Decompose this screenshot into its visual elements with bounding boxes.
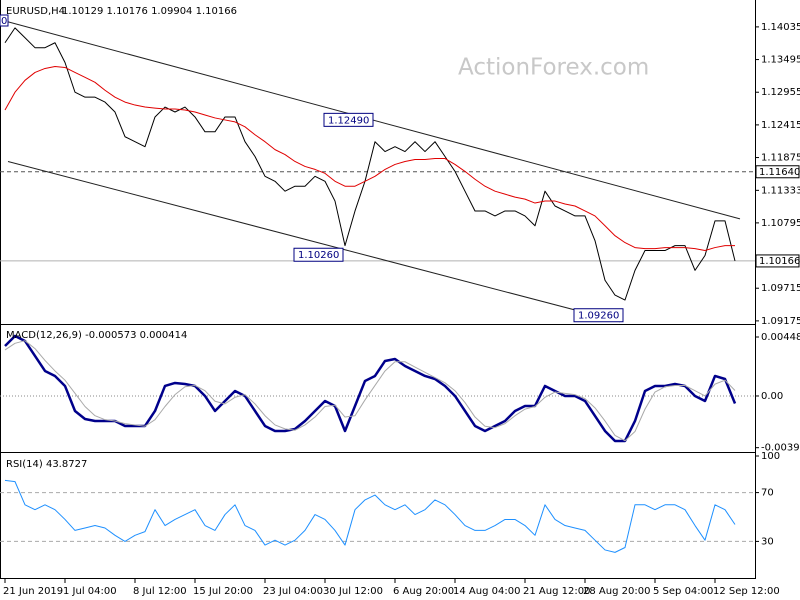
y-tick-label: -0.003928 <box>761 443 800 454</box>
quote: 1.10129 1.10176 1.09904 1.10166 <box>62 6 237 17</box>
watermark: ActionForex.com <box>458 55 649 81</box>
y-tick-label: 70 <box>761 488 774 499</box>
x-tick-label: 21 Jun 2019 <box>3 586 63 597</box>
y-tick-label: 1.12415 <box>761 120 800 131</box>
corner-box <box>0 14 9 27</box>
price-label: 1.11640 <box>759 167 800 178</box>
panel-title: RSI(14) 43.8727 <box>6 459 87 470</box>
x-tick-label: 6 Aug 20:00 <box>393 586 454 597</box>
y-tick-label: 1.11875 <box>761 153 800 164</box>
x-tick-label: 14 Aug 04:00 <box>453 586 520 597</box>
y-tick-label: 100 <box>761 451 780 462</box>
annotation-box <box>293 247 344 262</box>
x-tick-label: 15 Jul 20:00 <box>193 586 253 597</box>
y-tick-label: 0.00 <box>761 391 783 402</box>
price-label: 1.10166 <box>759 256 800 267</box>
x-tick-label: 5 Sep 04:00 <box>653 586 713 597</box>
x-tick-label: 23 Jul 04:00 <box>263 586 323 597</box>
price-label-box <box>755 254 800 268</box>
y-tick-label: 1.09175 <box>761 316 800 327</box>
annotation-label: 1.12490 <box>328 115 369 126</box>
annotation-label: 1.09260 <box>578 311 619 322</box>
y-tick-label: 0.00448 <box>761 332 800 343</box>
y-tick-label: 1.10795 <box>761 218 800 229</box>
series-line <box>4 65 735 252</box>
x-tick-label: 30 Jul 12:00 <box>323 586 383 597</box>
corner-label: 0 <box>1 16 7 27</box>
series-line <box>4 334 737 443</box>
series-line <box>4 27 736 301</box>
y-tick-label: 1.09715 <box>761 283 800 294</box>
y-tick-label: 1.12955 <box>761 87 800 98</box>
y-tick-label: 1.14035 <box>761 22 800 33</box>
x-tick-label: 12 Sep 12:00 <box>713 586 780 597</box>
x-tick-label: 8 Jul 12:00 <box>133 586 187 597</box>
series-line <box>4 340 736 442</box>
series-line <box>4 479 736 553</box>
panel-title: MACD(12,26,9) -0.000573 0.000414 <box>6 330 187 341</box>
price-label-box <box>755 165 800 179</box>
x-tick-label: 1 Jul 04:00 <box>63 586 117 597</box>
panel-title: EURUSD,H4 <box>6 6 65 17</box>
y-tick-label: 30 <box>761 536 774 547</box>
annotation-box <box>323 112 374 127</box>
y-tick-label: 1.13495 <box>761 55 800 66</box>
annotation-label: 1.10260 <box>298 250 339 261</box>
channel-line <box>7 161 621 323</box>
annotation-box <box>573 308 624 323</box>
y-tick-label: 1.11333 <box>761 185 800 196</box>
x-tick-label: 21 Aug 12:00 <box>523 586 590 597</box>
x-tick-label: 28 Aug 20:00 <box>583 586 650 597</box>
